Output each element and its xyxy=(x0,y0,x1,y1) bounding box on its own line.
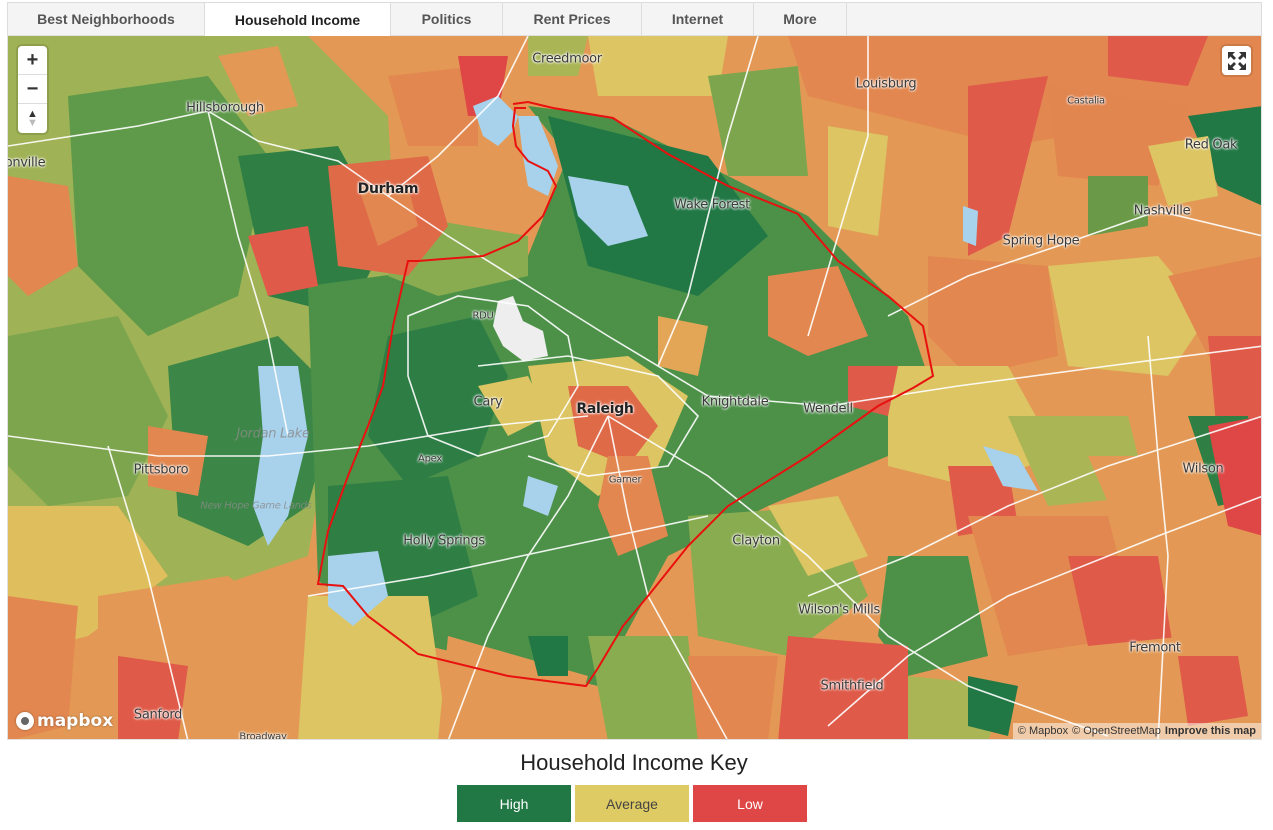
place-label: Durham xyxy=(357,181,419,197)
place-label: Broadway xyxy=(239,731,287,740)
place-label: Fremont xyxy=(1129,640,1181,656)
place-label: Pittsboro xyxy=(133,462,189,478)
legend-item-low: Low xyxy=(693,785,807,822)
tab-internet[interactable]: Internet xyxy=(642,3,754,35)
fullscreen-icon xyxy=(1227,51,1246,70)
improve-map-link[interactable]: Improve this map xyxy=(1164,725,1256,737)
place-label: Smithfield xyxy=(820,678,884,694)
place-label: Castalia xyxy=(1067,95,1105,107)
place-label: Hillsborough xyxy=(186,100,264,116)
tab-rent-prices[interactable]: Rent Prices xyxy=(503,3,642,35)
place-label: Jordan Lake xyxy=(236,426,310,442)
mapbox-attribution-link[interactable]: © Mapbox xyxy=(1017,725,1069,737)
place-label: Holly Springs xyxy=(403,533,485,549)
navigation-control: + − ▲ ▼ xyxy=(18,46,47,133)
tab-household-income[interactable]: Household Income xyxy=(205,3,391,36)
attribution: © Mapbox © OpenStreetMap Improve this ma… xyxy=(1012,723,1261,739)
place-label: Nashville xyxy=(1133,203,1191,219)
legend-item-high: High xyxy=(457,785,571,822)
mapbox-logo[interactable]: mapbox xyxy=(16,711,113,731)
tab-more[interactable]: More xyxy=(754,3,847,35)
tab-bar: Best Neighborhoods Household Income Politi… xyxy=(7,2,1262,36)
place-label: Raleigh xyxy=(576,401,634,417)
place-label: Spring Hope xyxy=(1002,233,1080,249)
osm-attribution-link[interactable]: © OpenStreetMap xyxy=(1072,725,1161,737)
compass-button[interactable]: ▲ ▼ xyxy=(18,104,47,133)
zoom-out-button[interactable]: − xyxy=(18,75,47,104)
place-label: New Hope Game Lands xyxy=(200,500,312,512)
mapbox-logo-text: mapbox xyxy=(37,711,114,731)
place-label: Cary xyxy=(473,394,503,410)
legend-title: Household Income Key xyxy=(520,750,748,775)
place-label: Sanford xyxy=(133,707,183,723)
place-label: Creedmoor xyxy=(532,51,602,67)
place-label: Knightdale xyxy=(701,394,769,410)
tab-best-neighborhoods[interactable]: Best Neighborhoods xyxy=(8,3,205,35)
place-label: Red Oak xyxy=(1184,137,1238,153)
place-label: Louisburg xyxy=(855,76,917,92)
zoom-in-button[interactable]: + xyxy=(18,46,47,75)
place-label: Wilson's Mills xyxy=(798,602,880,618)
fullscreen-button[interactable] xyxy=(1222,46,1251,75)
place-label: RDU xyxy=(472,310,494,322)
place-label: Wendell xyxy=(803,401,853,417)
place-label: Wake Forest xyxy=(674,197,750,213)
choropleth-layer xyxy=(8,36,1261,739)
compass-south-icon: ▼ xyxy=(27,116,38,129)
place-label: Wilson xyxy=(1182,461,1224,477)
legend-item-average: Average xyxy=(575,785,689,822)
map-canvas[interactable]: Creedmoor Louisburg Castalia Hillsborough Re… xyxy=(7,35,1262,740)
tab-politics[interactable]: Politics xyxy=(391,3,503,35)
legend: High Average Low xyxy=(457,785,807,822)
place-label: Garner xyxy=(608,474,642,486)
mapbox-logo-icon xyxy=(16,712,34,730)
compass-north-icon: ▲ xyxy=(27,107,38,120)
place-label: Apex xyxy=(418,453,442,465)
place-label: Clayton xyxy=(732,533,780,549)
place-label: onville xyxy=(7,155,46,171)
